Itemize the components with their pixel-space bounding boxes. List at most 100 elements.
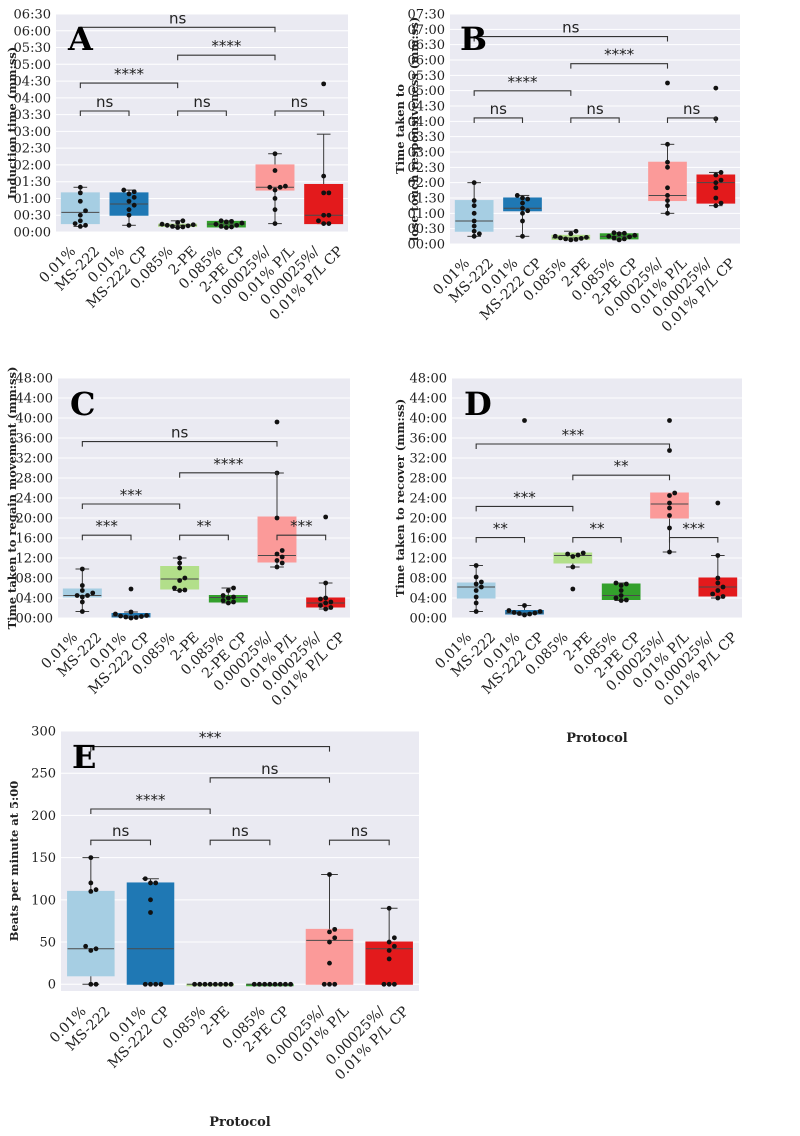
significance-bracket xyxy=(209,777,331,783)
data-point xyxy=(88,981,94,987)
data-point xyxy=(202,981,208,987)
panel-letter: B xyxy=(460,20,487,58)
y-tick-label: 02:00 xyxy=(408,176,445,191)
data-point xyxy=(218,218,224,224)
y-tick-label: 24:00 xyxy=(16,492,53,507)
data-point xyxy=(79,599,85,605)
x-tick-label: 0.01%MS-222 CP xyxy=(93,992,173,1072)
data-point xyxy=(473,574,479,580)
significance-label: ns xyxy=(683,100,701,118)
y-tick-label: 36:00 xyxy=(16,432,53,447)
data-point xyxy=(229,218,234,224)
plot-area xyxy=(450,14,740,244)
data-point xyxy=(144,613,150,618)
significance-bracket xyxy=(570,63,669,69)
data-point xyxy=(386,905,392,911)
data-point xyxy=(318,603,323,608)
data-point xyxy=(279,548,285,553)
data-point xyxy=(665,80,670,86)
y-tick-label: 250 xyxy=(31,767,56,782)
significance-label: ns xyxy=(231,822,249,840)
y-tick-label: 06:30 xyxy=(408,38,445,53)
data-point xyxy=(326,212,332,218)
data-point xyxy=(77,190,83,196)
y-tick-label: 16:00 xyxy=(410,532,447,547)
data-point xyxy=(234,222,240,228)
significance-bracket xyxy=(668,537,719,543)
data-point xyxy=(720,584,726,590)
data-point xyxy=(570,586,576,592)
y-tick-label: 04:00 xyxy=(14,91,51,106)
y-axis-label: Beats per minute at 5:00 xyxy=(7,781,21,942)
data-point xyxy=(318,596,323,602)
data-point xyxy=(618,583,624,588)
data-point xyxy=(321,173,327,179)
data-point xyxy=(618,593,624,598)
panel-b: 00:0000:3001:0001:3002:0002:3003:0003:30… xyxy=(393,8,740,335)
data-point xyxy=(386,948,392,953)
data-point xyxy=(327,981,332,987)
data-point xyxy=(611,235,617,241)
data-point xyxy=(279,554,285,560)
significance-bracket xyxy=(328,839,390,846)
data-point xyxy=(321,190,327,196)
panel-c: 00:00 04:00 08:00 12:00 16:00 20:00 24:00 28:00… xyxy=(5,367,350,709)
data-point xyxy=(391,935,397,941)
data-point xyxy=(274,564,280,570)
data-point xyxy=(128,609,134,615)
panel-a: 00:00 00:30 01:00 01:30 02:0002:30 03:00 03:30… xyxy=(5,8,348,323)
panel-d: 00:00 04:00 08:00 12:00 16:00 20:00 24:00 28:00… xyxy=(393,372,742,746)
y-tick-label: 12:00 xyxy=(410,552,447,567)
y-tick-label: 00:30 xyxy=(14,209,51,224)
data-point xyxy=(321,81,327,87)
data-point xyxy=(328,605,334,610)
data-point xyxy=(715,595,721,601)
y-tick-label: 00:00 xyxy=(14,226,51,241)
data-point xyxy=(223,225,229,230)
data-point xyxy=(573,228,579,234)
data-point xyxy=(623,597,629,603)
y-tick-label: 08:00 xyxy=(410,572,447,587)
data-point xyxy=(267,981,273,987)
data-point xyxy=(133,615,139,620)
significance-label: **** xyxy=(213,455,244,473)
y-tick-label: 40:00 xyxy=(410,412,447,427)
data-point xyxy=(177,588,183,593)
data-point xyxy=(632,232,638,238)
data-point xyxy=(527,611,533,617)
data-point xyxy=(288,981,294,987)
data-point xyxy=(386,981,392,987)
significance-label: *** xyxy=(682,520,705,538)
significance-label: ns xyxy=(171,424,189,442)
y-tick-label: 200 xyxy=(31,809,56,824)
data-point xyxy=(321,981,327,987)
data-point xyxy=(672,490,678,496)
data-point xyxy=(514,193,520,198)
data-point xyxy=(272,207,278,213)
data-point xyxy=(185,223,191,229)
data-point xyxy=(476,231,482,237)
data-point xyxy=(220,593,226,598)
data-point xyxy=(77,198,83,204)
data-point xyxy=(520,210,525,216)
data-point xyxy=(520,218,525,224)
data-point xyxy=(568,237,574,243)
x-tick-label: 0.01%MS-222 xyxy=(47,992,114,1059)
box-6 xyxy=(304,183,344,225)
data-point xyxy=(478,584,484,590)
y-tick-label: 03:30 xyxy=(14,108,51,123)
significance-bracket xyxy=(473,117,524,123)
data-point xyxy=(323,600,329,606)
data-point xyxy=(148,910,153,915)
x-tick-label: 0.085%2-PE xyxy=(160,992,233,1065)
data-point xyxy=(715,580,721,586)
data-point xyxy=(718,200,724,206)
data-point xyxy=(473,563,479,568)
data-point xyxy=(713,85,719,91)
y-tick-label: 20:00 xyxy=(16,512,53,527)
data-point xyxy=(473,609,479,614)
data-point xyxy=(520,233,525,239)
data-point xyxy=(272,151,278,157)
data-point xyxy=(118,613,123,619)
